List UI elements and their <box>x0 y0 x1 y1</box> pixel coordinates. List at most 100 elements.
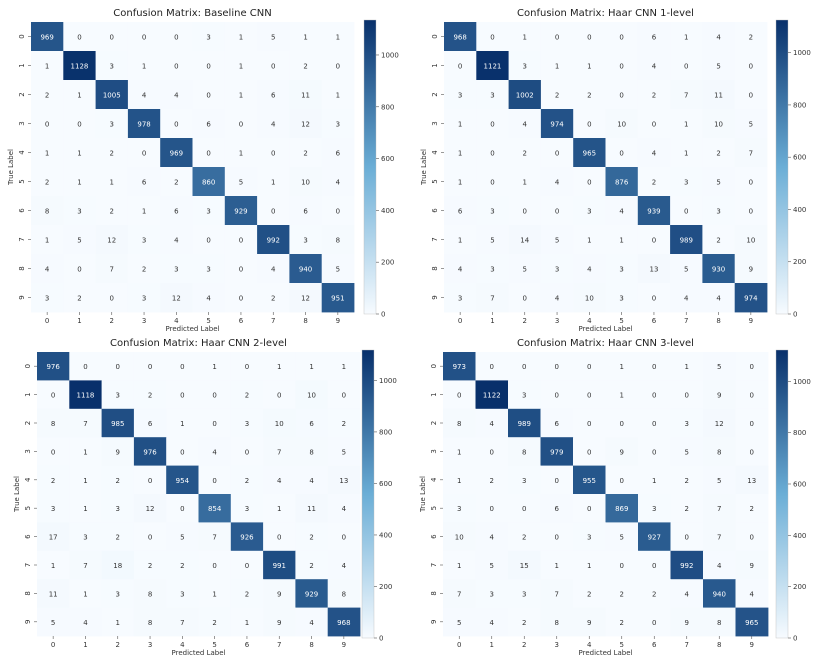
cell-value-label: 0 <box>206 63 210 71</box>
colorbar-tick-label: 200 <box>379 583 392 591</box>
heatmap-cell <box>263 579 296 608</box>
x-tick-label: 3 <box>555 641 559 649</box>
heatmap-cell <box>37 437 70 466</box>
cell-value-label: 7 <box>277 448 281 456</box>
heatmap-cell <box>573 167 606 197</box>
cell-value-label: 3 <box>77 208 81 216</box>
heatmap-cell <box>257 22 290 52</box>
heatmap-cell <box>605 408 639 438</box>
cell-value-label: 954 <box>176 477 190 485</box>
cell-value-label: 2 <box>77 295 81 303</box>
heatmap-cell <box>295 607 329 637</box>
heatmap-cell <box>95 22 129 52</box>
heatmap-cell <box>31 80 64 110</box>
heatmap-cell <box>95 138 129 168</box>
colorbar-tick-label: 400 <box>793 206 806 214</box>
cell-value-label: 1 <box>142 208 146 216</box>
heatmap-cell <box>295 579 329 608</box>
cell-value-label: 2 <box>716 150 720 158</box>
x-tick-label: 9 <box>750 641 754 649</box>
heatmap-cell <box>637 283 671 313</box>
cell-value-label: 0 <box>523 295 527 303</box>
cell-value-label: 2 <box>652 179 656 187</box>
cell-value-label: 8 <box>148 590 152 598</box>
cell-value-label: 2 <box>245 590 249 598</box>
heatmap-cell <box>475 408 509 438</box>
cell-value-label: 1 <box>336 92 340 100</box>
cell-value-label: 6 <box>303 208 308 216</box>
heatmap-cell <box>508 80 542 110</box>
heatmap-cell <box>127 254 161 284</box>
heatmap-cell <box>605 380 639 410</box>
heatmap-cell <box>133 522 167 552</box>
y-tick-label: 4 <box>430 477 438 482</box>
heatmap-cell <box>573 408 606 438</box>
heatmap-cell <box>230 522 264 552</box>
cell-value-label: 974 <box>550 121 564 129</box>
cell-value-label: 1 <box>83 505 87 513</box>
cell-value-label: 0 <box>180 363 184 371</box>
heatmap-cell <box>637 109 671 139</box>
heatmap-cell <box>289 283 323 313</box>
cell-value-label: 4 <box>342 505 347 513</box>
cell-value-label: 0 <box>749 63 753 71</box>
cell-value-label: 0 <box>522 505 526 513</box>
heatmap-cell <box>670 80 703 110</box>
heatmap-cell <box>638 522 671 552</box>
cell-value-label: 1 <box>277 363 281 371</box>
heatmap-cell <box>224 283 258 313</box>
y-tick-label: 5 <box>18 179 26 183</box>
cell-value-label: 0 <box>750 448 754 456</box>
heatmap-cell <box>702 22 736 52</box>
heatmap-cell <box>321 138 355 168</box>
heatmap-cell <box>37 408 70 438</box>
heatmap-cell <box>670 283 703 313</box>
cell-value-label: 854 <box>208 505 222 513</box>
heatmap-cell <box>160 225 193 255</box>
cell-value-label: 3 <box>245 420 249 428</box>
heatmap-cell <box>540 254 574 284</box>
heatmap-cell <box>475 494 509 523</box>
heatmap-cell <box>192 51 226 81</box>
cell-value-label: 8 <box>717 448 721 456</box>
heatmap-cell <box>508 352 541 381</box>
heatmap-cell <box>670 522 704 552</box>
cell-value-label: 0 <box>555 150 559 158</box>
heatmap-cell <box>605 196 639 226</box>
cell-value-label: 869 <box>615 505 628 513</box>
heatmap-cell <box>160 167 193 197</box>
cell-value-label: 2 <box>180 562 184 570</box>
cell-value-label: 3 <box>457 505 461 513</box>
y-tick-label: 8 <box>24 591 32 595</box>
heatmap-cell <box>670 167 703 197</box>
chart-title: Confusion Matrix: Haar CNN 1-level <box>517 8 694 19</box>
heatmap-cell <box>670 550 704 580</box>
heatmap-cell <box>289 22 323 52</box>
heatmap-cell <box>37 607 70 637</box>
heatmap-cell <box>637 80 671 110</box>
cell-value-label: 0 <box>245 562 249 570</box>
heatmap-cell <box>166 579 199 608</box>
cell-value-label: 0 <box>685 392 689 400</box>
heatmap-cell <box>230 550 264 580</box>
heatmap-cell <box>63 167 96 197</box>
y-tick-label: 9 <box>430 620 438 624</box>
heatmap-cell <box>540 579 574 608</box>
heatmap-cell <box>444 51 477 81</box>
cell-value-label: 0 <box>148 363 152 371</box>
heatmap-cell <box>670 138 703 168</box>
cell-value-label: 3 <box>522 590 526 598</box>
cell-value-label: 1 <box>142 63 146 71</box>
heatmap-cell <box>637 167 671 197</box>
heatmap-cell <box>327 437 361 466</box>
heatmap-cell <box>224 196 258 226</box>
colorbar-tick-label: 1000 <box>379 377 397 385</box>
cell-value-label: 3 <box>206 34 210 42</box>
cell-value-label: 3 <box>142 295 146 303</box>
cell-value-label: 5 <box>342 448 346 456</box>
y-tick-label: 2 <box>24 421 32 425</box>
cell-value-label: 6 <box>336 150 341 158</box>
cell-value-label: 12 <box>107 237 116 245</box>
heatmap-cell <box>508 494 541 523</box>
